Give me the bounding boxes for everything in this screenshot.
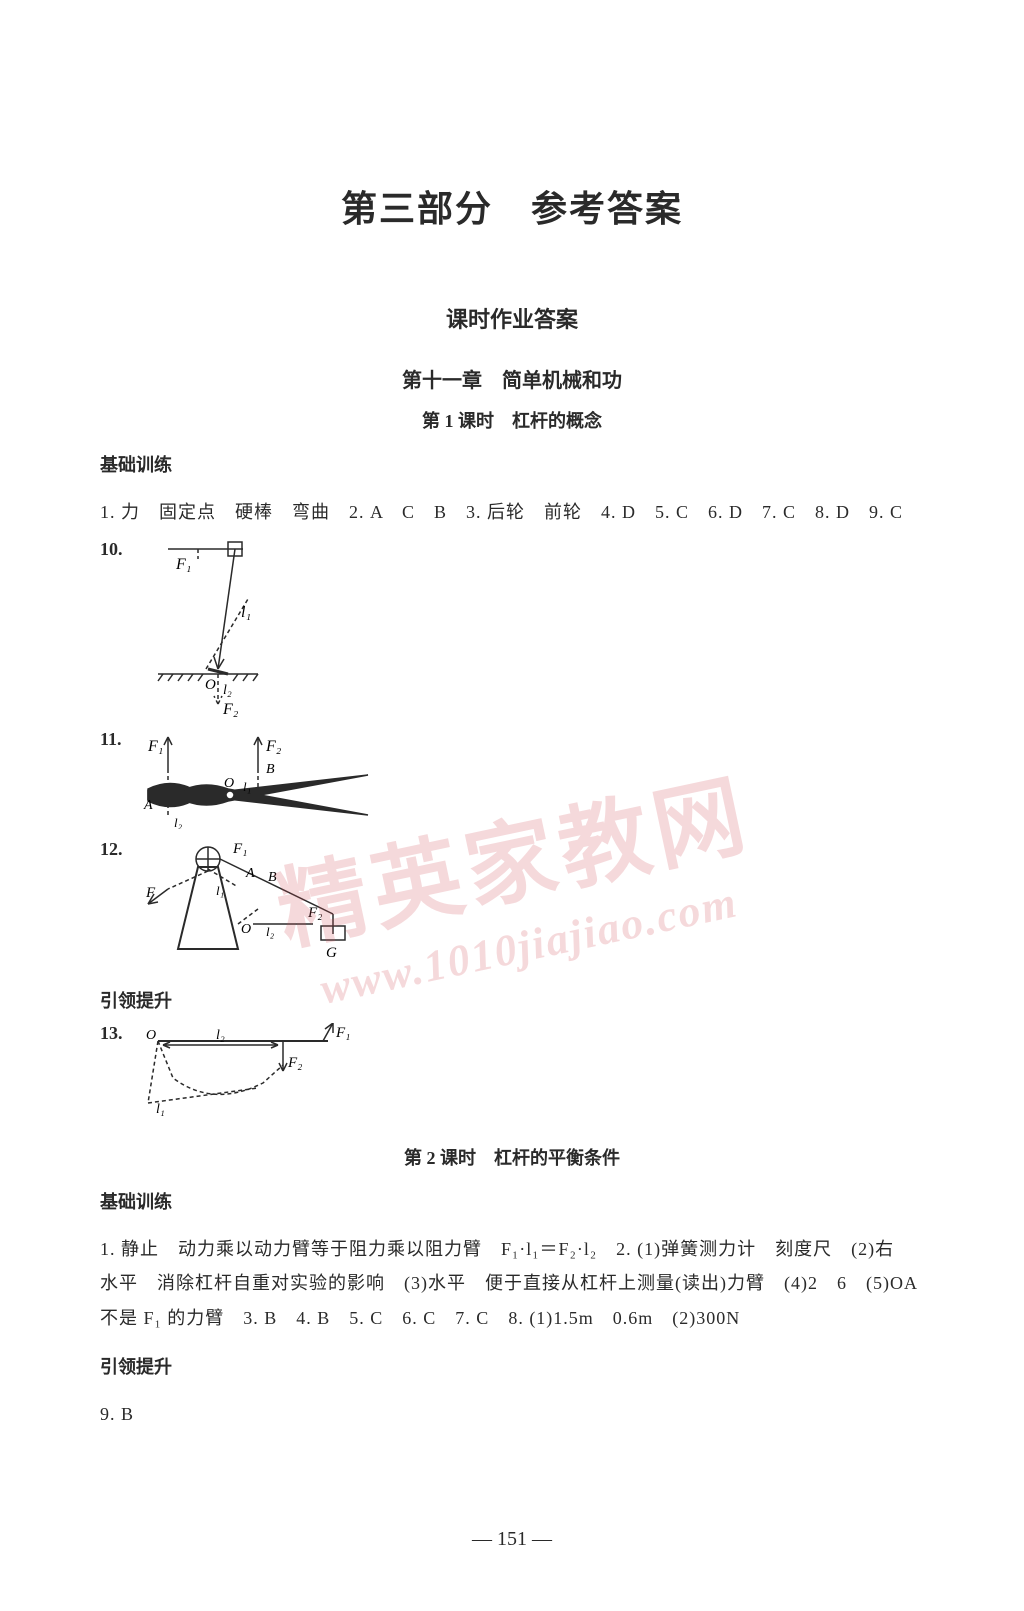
- figure-10-label: 10.: [100, 539, 130, 560]
- fig12-F: F: [145, 885, 156, 901]
- fig12-F2: F₂: [307, 905, 322, 921]
- fig11-O: O: [224, 776, 234, 791]
- lesson1-adv-heading: 引领提升: [100, 987, 924, 1013]
- chapter-title: 第十一章 简单机械和功: [100, 364, 924, 393]
- page-number: — 151 —: [0, 1528, 1024, 1551]
- lesson2-adv-heading: 引领提升: [100, 1353, 924, 1379]
- lesson2-basic-heading: 基础训练: [100, 1188, 924, 1214]
- figure-11-label: 11.: [100, 729, 130, 750]
- lesson1-title: 第 1 课时 杠杆的概念: [100, 407, 924, 433]
- figure-13-label: 13.: [100, 1023, 130, 1044]
- fig11-l1: l₁: [243, 779, 251, 794]
- fig13-F2: F₂: [287, 1055, 302, 1071]
- figure-11: 11. F₁ F₂ B A O l₁ l₂: [100, 729, 924, 829]
- figure-10-svg: F₁ l₁ O l₂ F₂: [138, 539, 288, 719]
- fig11-F2: F₂: [265, 738, 282, 755]
- figure-11-svg: F₁ F₂ B A O l₁ l₂: [138, 729, 398, 829]
- fig12-B: B: [268, 870, 277, 885]
- figure-10: 10.: [100, 539, 924, 719]
- figure-12-label: 12.: [100, 839, 130, 860]
- fig13-l1: l₁: [156, 1102, 165, 1117]
- fig13-F1: F₁: [335, 1025, 350, 1041]
- lesson2-basic-answers: 1. 静止 动力乘以动力臂等于阻力乘以阻力臂 F₁·l₁＝F₂·l₂ 2. (1…: [100, 1232, 924, 1335]
- fig13-l2: l₂: [216, 1028, 225, 1043]
- lesson2-title: 第 2 课时 杠杆的平衡条件: [100, 1144, 924, 1170]
- fig11-B: B: [266, 762, 275, 777]
- figure-13-svg: O l₂ F₁ F₂ l₁: [138, 1023, 358, 1118]
- fig11-F1: F₁: [147, 738, 163, 755]
- fig11-A: A: [143, 798, 153, 813]
- figure-12-svg: F₁ A B F l₁ O l₂ F₂ G: [138, 839, 368, 969]
- figure-13: 13. O l₂ F₁ F₂ l: [100, 1023, 924, 1118]
- figure-12: 12. F₁ A B F l₁ O: [100, 839, 924, 969]
- main-title: 第三部分 参考答案: [100, 180, 924, 232]
- fig10-O: O: [205, 677, 216, 693]
- fig10-l2: l₂: [223, 683, 232, 698]
- fig12-G: G: [326, 945, 337, 961]
- fig12-A: A: [245, 866, 255, 881]
- fig10-F2: F₂: [222, 701, 239, 718]
- fig12-F1: F₁: [232, 841, 247, 857]
- fig12-l2: l₂: [266, 924, 275, 939]
- lesson2-adv-answers: 9. B: [100, 1397, 924, 1431]
- fig12-l1: l₁: [216, 883, 224, 898]
- lesson1-basic-answers: 1. 力 固定点 硬棒 弯曲 2. A C B 3. 后轮 前轮 4. D 5.…: [100, 495, 924, 529]
- fig12-O: O: [241, 922, 251, 937]
- fig11-l2: l₂: [174, 815, 183, 829]
- lesson1-basic-heading: 基础训练: [100, 451, 924, 477]
- fig10-l1: l₁: [241, 604, 251, 621]
- fig10-F1: F₁: [175, 556, 191, 573]
- fig13-O: O: [146, 1028, 156, 1043]
- subtitle: 课时作业答案: [100, 302, 924, 334]
